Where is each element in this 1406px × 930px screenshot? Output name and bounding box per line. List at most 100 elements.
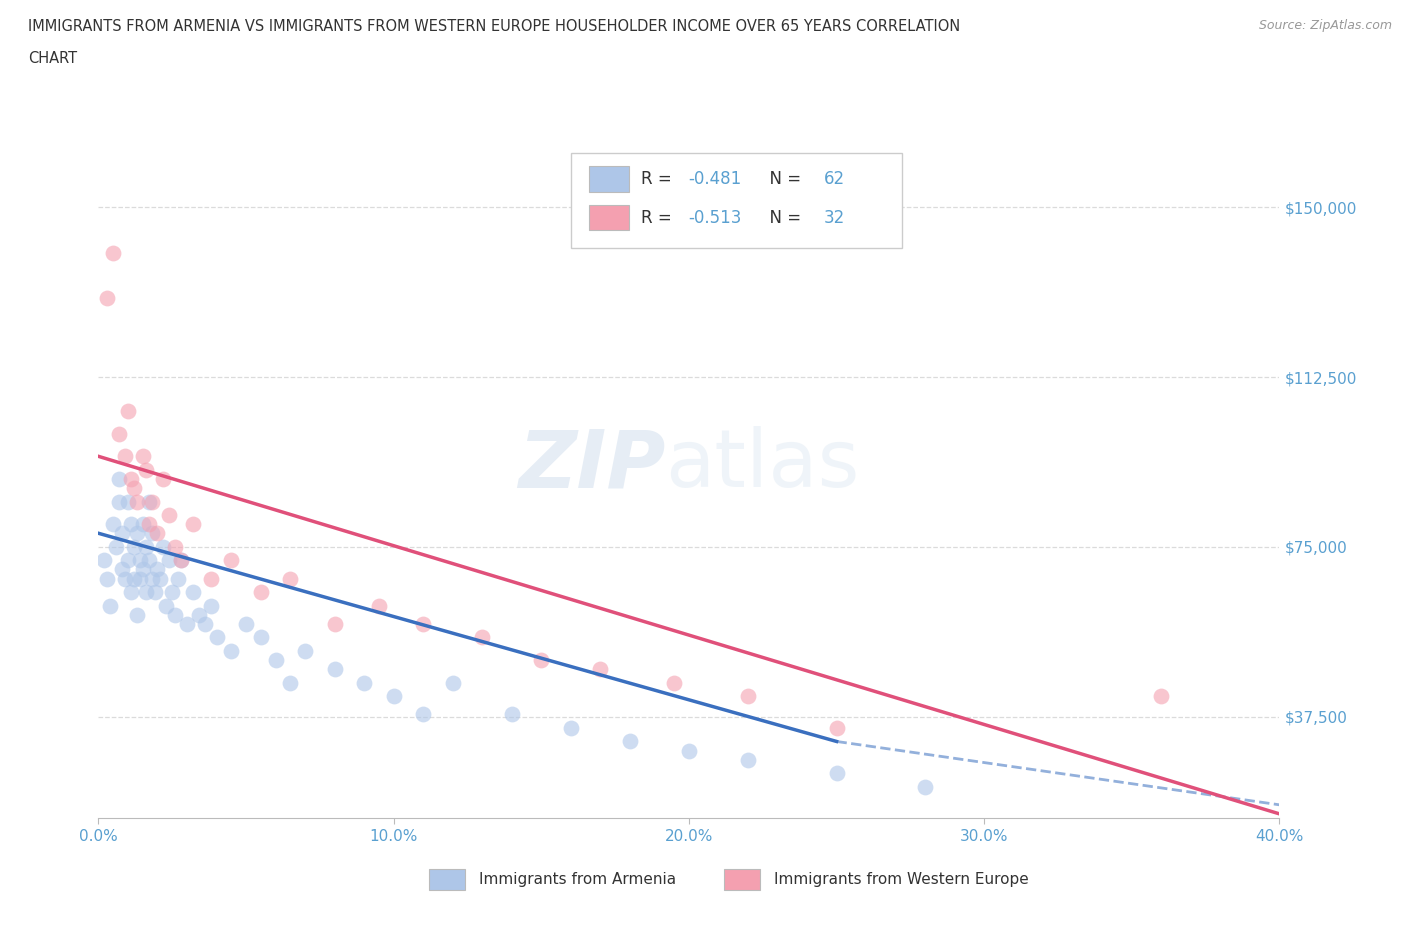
Point xyxy=(132,562,155,577)
Point xyxy=(157,553,180,568)
Point xyxy=(96,290,118,305)
Point xyxy=(825,721,848,736)
Bar xyxy=(724,870,759,890)
Point xyxy=(471,630,494,644)
Text: Immigrants from Armenia: Immigrants from Armenia xyxy=(478,872,676,887)
Point xyxy=(135,539,157,554)
Point xyxy=(278,571,302,586)
Point xyxy=(737,689,759,704)
Bar xyxy=(571,153,901,248)
Point xyxy=(501,707,523,722)
Point xyxy=(138,553,160,568)
Point xyxy=(368,598,391,613)
Point xyxy=(98,598,121,613)
Point xyxy=(128,553,150,568)
Text: N =: N = xyxy=(759,170,806,188)
Point xyxy=(170,553,193,568)
Point xyxy=(96,571,118,586)
Text: R =: R = xyxy=(641,208,676,227)
Point xyxy=(155,598,177,613)
Point xyxy=(664,675,686,690)
Point xyxy=(250,585,273,600)
Point xyxy=(120,517,142,532)
Point xyxy=(176,617,198,631)
Point xyxy=(143,585,166,600)
Point xyxy=(135,462,157,477)
Point xyxy=(122,539,145,554)
Point xyxy=(678,743,700,758)
Point xyxy=(108,426,131,441)
Point xyxy=(157,508,180,523)
Point xyxy=(264,653,287,668)
Point xyxy=(105,539,128,554)
Point xyxy=(278,675,302,690)
Text: IMMIGRANTS FROM ARMENIA VS IMMIGRANTS FROM WESTERN EUROPE HOUSEHOLDER INCOME OVE: IMMIGRANTS FROM ARMENIA VS IMMIGRANTS FR… xyxy=(28,19,960,33)
Point xyxy=(135,585,157,600)
Point xyxy=(914,779,936,794)
Point xyxy=(294,644,316,658)
Point xyxy=(108,472,131,486)
Point xyxy=(111,525,134,540)
Point xyxy=(152,539,174,554)
Point xyxy=(132,517,155,532)
Text: atlas: atlas xyxy=(665,426,859,504)
Point xyxy=(141,525,163,540)
Point xyxy=(108,494,131,509)
Point xyxy=(149,571,172,586)
Point xyxy=(162,585,183,600)
Point xyxy=(165,607,187,622)
Point xyxy=(560,721,582,736)
Point xyxy=(825,765,848,780)
Point xyxy=(219,644,242,658)
Bar xyxy=(429,870,464,890)
Point xyxy=(181,517,204,532)
Point xyxy=(187,607,209,622)
Point xyxy=(122,571,145,586)
Point xyxy=(122,481,145,496)
Point xyxy=(138,517,160,532)
Point xyxy=(120,585,142,600)
Point xyxy=(125,494,148,509)
Text: 32: 32 xyxy=(824,208,845,227)
Point xyxy=(737,752,759,767)
Point xyxy=(120,472,142,486)
Point xyxy=(323,617,346,631)
Point xyxy=(117,553,139,568)
Point xyxy=(200,598,222,613)
Text: Immigrants from Western Europe: Immigrants from Western Europe xyxy=(773,872,1029,887)
Text: N =: N = xyxy=(759,208,806,227)
Point xyxy=(412,617,434,631)
Text: 62: 62 xyxy=(824,170,845,188)
Point xyxy=(170,553,193,568)
Point xyxy=(235,617,257,631)
Point xyxy=(93,553,115,568)
Text: CHART: CHART xyxy=(28,51,77,66)
Point xyxy=(194,617,217,631)
Point xyxy=(219,553,242,568)
Point xyxy=(323,661,346,676)
Point xyxy=(146,525,169,540)
Text: -0.513: -0.513 xyxy=(688,208,741,227)
Point xyxy=(114,449,136,464)
Point xyxy=(619,734,641,749)
Point xyxy=(117,494,139,509)
Point xyxy=(530,653,553,668)
Point xyxy=(114,571,136,586)
Point xyxy=(125,607,148,622)
Point xyxy=(250,630,273,644)
Point xyxy=(132,449,155,464)
Point xyxy=(165,539,187,554)
Point xyxy=(128,571,150,586)
Point xyxy=(382,689,405,704)
Bar xyxy=(589,166,628,192)
Point xyxy=(138,494,160,509)
Point xyxy=(412,707,434,722)
Point xyxy=(441,675,464,690)
Point xyxy=(200,571,222,586)
Text: ZIP: ZIP xyxy=(517,426,665,504)
Point xyxy=(205,630,228,644)
Point xyxy=(167,571,190,586)
Point xyxy=(103,517,125,532)
Point xyxy=(125,525,148,540)
Point xyxy=(141,494,163,509)
